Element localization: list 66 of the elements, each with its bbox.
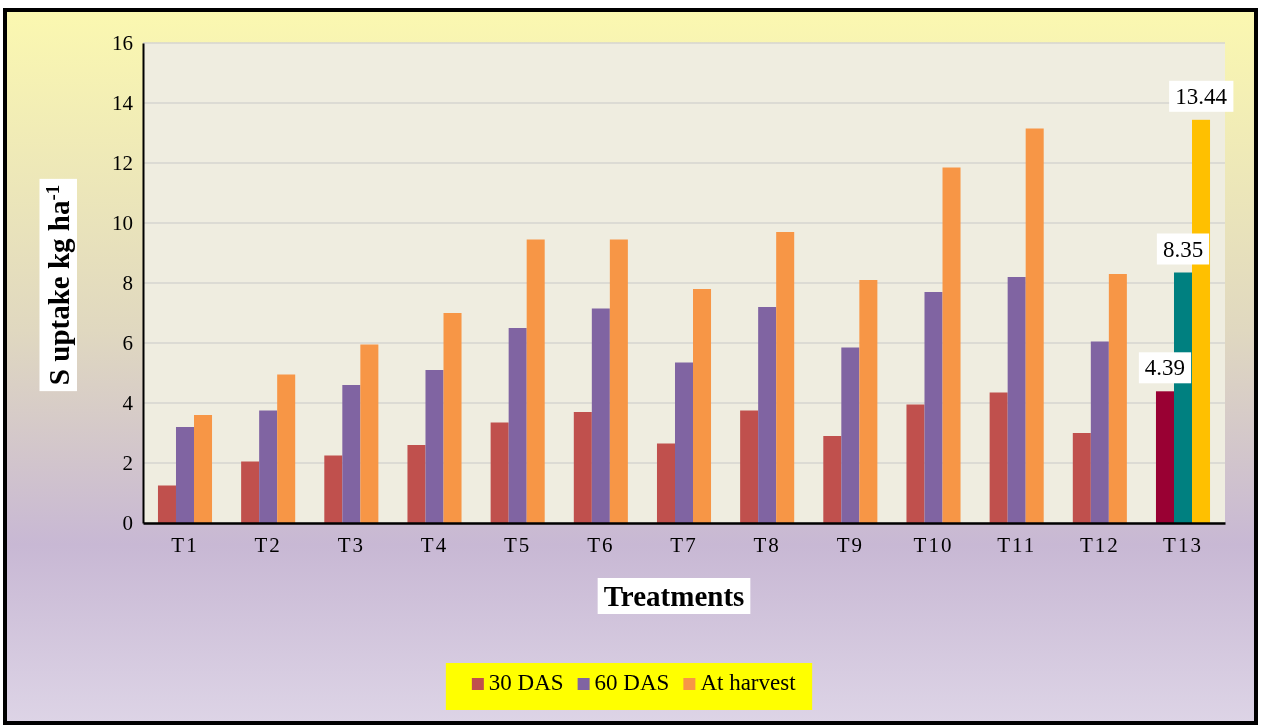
- bar: [591, 308, 610, 523]
- bar: [776, 232, 795, 523]
- data-label: 13.44: [1175, 83, 1228, 109]
- bar: [194, 415, 213, 523]
- bar: [360, 344, 379, 523]
- bar: [758, 307, 777, 523]
- x-tick-label: T3: [337, 532, 365, 557]
- legend-label: 30 DAS: [488, 670, 564, 695]
- bar: [508, 328, 527, 523]
- y-tick-label: 0: [122, 511, 133, 536]
- x-tick-label: T10: [913, 532, 954, 557]
- y-tick-label: 8: [122, 271, 133, 296]
- bar: [924, 292, 943, 523]
- bar: [259, 410, 278, 523]
- x-tick-label: T5: [504, 532, 532, 557]
- x-tick-label: T1: [171, 532, 199, 557]
- x-tick-label: T13: [1163, 532, 1203, 557]
- y-tick-label: 16: [112, 31, 133, 56]
- bar: [1007, 277, 1026, 523]
- bar: [823, 436, 842, 523]
- y-tick-label: 4: [122, 391, 134, 416]
- bar: [526, 239, 545, 523]
- x-axis-title: Treatments: [603, 580, 745, 612]
- bar: [407, 445, 426, 523]
- bar: [157, 485, 176, 523]
- bar: [241, 461, 260, 523]
- bar: [443, 313, 462, 523]
- y-tick-label: 2: [122, 451, 133, 476]
- x-tick-label: T2: [254, 532, 282, 557]
- bar: [342, 385, 361, 523]
- x-tick-label: T6: [587, 532, 615, 557]
- bar: [906, 404, 925, 523]
- bar: [277, 374, 296, 523]
- legend-label: 60 DAS: [594, 670, 670, 695]
- x-tick-label: T4: [420, 532, 449, 557]
- bar: [942, 167, 961, 523]
- bar: [573, 412, 592, 523]
- bar: [693, 289, 712, 523]
- bar: [1072, 433, 1091, 523]
- x-tick-label: T7: [670, 532, 698, 557]
- y-tick-label: 14: [112, 91, 134, 116]
- x-tick-label: T9: [836, 532, 864, 557]
- bar: [1090, 341, 1109, 523]
- bar: [175, 427, 195, 523]
- bar: [609, 239, 628, 523]
- bar: [841, 347, 860, 523]
- y-tick-label: 12: [112, 151, 133, 176]
- x-tick-label: T12: [1079, 532, 1120, 557]
- bar: [674, 362, 694, 523]
- bar: [656, 443, 675, 523]
- legend-label: At harvest: [700, 670, 797, 695]
- y-tick-label: 6: [122, 331, 133, 356]
- data-label: 4.39: [1144, 355, 1186, 381]
- bar: [1155, 391, 1174, 523]
- bar: [740, 410, 759, 523]
- x-tick-label: T11: [997, 532, 1037, 557]
- bar: [859, 280, 878, 523]
- bar: [1025, 128, 1044, 523]
- bar: [324, 455, 343, 523]
- bar: [425, 370, 444, 523]
- y-tick-label: 10: [112, 211, 133, 236]
- bar: [1108, 274, 1127, 523]
- bar: [989, 392, 1008, 523]
- data-label: 8.35: [1162, 236, 1204, 262]
- bar: [490, 422, 509, 523]
- x-tick-label: T8: [753, 532, 781, 557]
